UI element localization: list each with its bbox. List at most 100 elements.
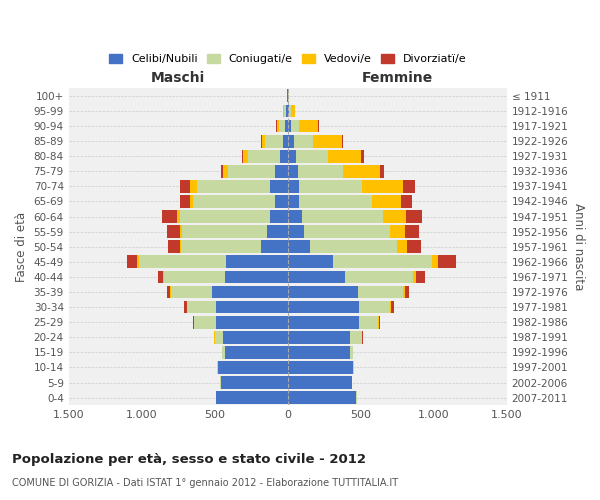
Bar	[182, 225, 266, 238]
Bar	[216, 316, 287, 328]
Bar	[404, 286, 409, 298]
Bar	[383, 210, 406, 223]
Bar	[391, 300, 394, 314]
Bar	[190, 195, 193, 208]
Bar	[310, 240, 397, 253]
Bar	[380, 165, 384, 177]
Bar	[193, 195, 275, 208]
Bar	[333, 256, 432, 268]
Bar	[404, 225, 419, 238]
Y-axis label: Fasce di età: Fasce di età	[15, 212, 28, 282]
Bar	[350, 331, 362, 344]
Bar	[362, 180, 403, 193]
Bar	[286, 104, 287, 118]
Bar	[353, 361, 354, 374]
Bar	[137, 256, 139, 268]
Bar	[371, 195, 401, 208]
Bar	[179, 180, 190, 193]
Bar	[270, 180, 287, 193]
Bar	[171, 286, 212, 298]
Text: Femmine: Femmine	[362, 72, 433, 86]
Bar	[287, 270, 344, 283]
Bar	[379, 316, 380, 328]
Bar	[287, 180, 299, 193]
Bar	[350, 346, 353, 359]
Bar	[361, 150, 364, 162]
Bar	[162, 210, 177, 223]
Bar	[260, 134, 262, 147]
Bar	[216, 391, 287, 404]
Bar	[221, 376, 287, 389]
Bar	[287, 300, 359, 314]
Bar	[287, 134, 293, 147]
Bar	[287, 331, 350, 344]
Bar	[217, 361, 218, 374]
Bar	[262, 134, 265, 147]
Bar	[262, 240, 287, 253]
Bar	[277, 120, 279, 132]
Bar	[313, 134, 342, 147]
Bar	[279, 120, 285, 132]
Bar	[197, 180, 270, 193]
Bar	[328, 150, 361, 162]
Bar	[299, 195, 371, 208]
Bar	[212, 286, 287, 298]
Bar	[401, 195, 412, 208]
Bar	[403, 180, 415, 193]
Bar	[287, 376, 352, 389]
Bar	[287, 256, 333, 268]
Bar	[139, 256, 226, 268]
Bar	[181, 240, 262, 253]
Bar	[215, 331, 223, 344]
Bar	[432, 256, 438, 268]
Bar	[164, 270, 225, 283]
Bar	[287, 225, 304, 238]
Bar	[218, 361, 287, 374]
Bar	[390, 225, 404, 238]
Bar	[179, 210, 270, 223]
Bar	[378, 316, 379, 328]
Bar	[225, 346, 287, 359]
Bar	[243, 150, 248, 162]
Bar	[177, 210, 179, 223]
Bar	[283, 134, 287, 147]
Bar	[342, 134, 343, 147]
Bar	[293, 134, 313, 147]
Bar	[275, 165, 287, 177]
Bar	[287, 240, 310, 253]
Bar	[298, 165, 343, 177]
Bar	[413, 270, 416, 283]
Bar	[228, 165, 275, 177]
Bar	[416, 270, 425, 283]
Bar	[163, 270, 164, 283]
Bar	[438, 256, 455, 268]
Bar	[167, 225, 181, 238]
Bar	[280, 150, 287, 162]
Bar	[225, 270, 287, 283]
Bar	[362, 331, 363, 344]
Bar	[287, 120, 292, 132]
Bar	[397, 240, 407, 253]
Bar	[270, 210, 287, 223]
Text: Popolazione per età, sesso e stato civile - 2012: Popolazione per età, sesso e stato civil…	[12, 452, 366, 466]
Bar	[343, 165, 380, 177]
Bar	[287, 346, 350, 359]
Bar	[168, 240, 179, 253]
Bar	[179, 195, 190, 208]
Bar	[287, 165, 298, 177]
Bar	[287, 195, 299, 208]
Bar	[359, 300, 390, 314]
Bar	[285, 120, 287, 132]
Bar	[406, 210, 422, 223]
Bar	[216, 300, 287, 314]
Bar	[187, 300, 216, 314]
Bar	[223, 331, 287, 344]
Bar	[287, 150, 296, 162]
Bar	[184, 300, 187, 314]
Bar	[248, 150, 280, 162]
Y-axis label: Anni di nascita: Anni di nascita	[572, 203, 585, 290]
Bar	[226, 256, 287, 268]
Bar	[266, 225, 287, 238]
Bar	[190, 180, 197, 193]
Bar	[302, 210, 383, 223]
